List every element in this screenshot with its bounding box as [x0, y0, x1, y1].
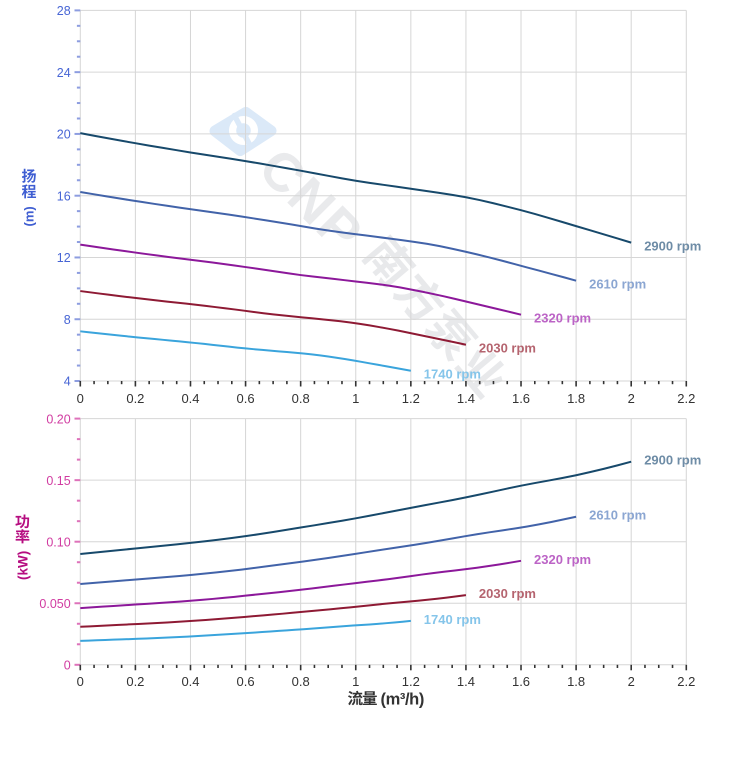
svg-text:1740 rpm: 1740 rpm	[424, 367, 481, 382]
svg-text:4: 4	[64, 375, 71, 389]
svg-text:(m³/h): (m³/h)	[381, 690, 424, 708]
svg-text:2900 rpm: 2900 rpm	[644, 453, 701, 468]
svg-text:1.4: 1.4	[457, 674, 475, 689]
svg-text:(kW): (kW)	[16, 551, 31, 580]
svg-text:0.10: 0.10	[46, 535, 70, 549]
svg-text:8: 8	[64, 313, 71, 327]
svg-text:0.6: 0.6	[237, 391, 255, 406]
svg-text:20: 20	[57, 128, 71, 142]
svg-text:0.4: 0.4	[181, 391, 199, 406]
svg-text:0.8: 0.8	[292, 674, 310, 689]
svg-text:12: 12	[57, 251, 71, 265]
svg-text:2900 rpm: 2900 rpm	[644, 239, 701, 254]
svg-text:1.2: 1.2	[402, 391, 420, 406]
svg-text:2: 2	[628, 391, 635, 406]
svg-text:1.8: 1.8	[567, 674, 585, 689]
svg-text:2610 rpm: 2610 rpm	[589, 277, 646, 292]
svg-text:2320 rpm: 2320 rpm	[534, 552, 591, 567]
svg-text:1: 1	[352, 674, 359, 689]
svg-text:0.8: 0.8	[292, 391, 310, 406]
svg-text:2320 rpm: 2320 rpm	[534, 311, 591, 326]
svg-text:2030 rpm: 2030 rpm	[479, 586, 536, 601]
svg-text:1: 1	[352, 391, 359, 406]
svg-text:2.2: 2.2	[677, 674, 695, 689]
svg-text:2610 rpm: 2610 rpm	[589, 508, 646, 523]
svg-text:0.6: 0.6	[237, 674, 255, 689]
svg-text:0: 0	[77, 391, 84, 406]
svg-text:1.2: 1.2	[402, 674, 420, 689]
svg-text:2030 rpm: 2030 rpm	[479, 341, 536, 356]
svg-text:0: 0	[77, 674, 84, 689]
svg-text:(m): (m)	[22, 206, 37, 226]
svg-text:0.050: 0.050	[39, 597, 70, 611]
svg-text:1.6: 1.6	[512, 674, 530, 689]
svg-text:2.2: 2.2	[677, 391, 695, 406]
svg-text:1740 rpm: 1740 rpm	[424, 612, 481, 627]
svg-text:0.2: 0.2	[126, 674, 144, 689]
svg-text:0.15: 0.15	[46, 474, 70, 488]
svg-text:1.4: 1.4	[457, 391, 475, 406]
svg-text:0.4: 0.4	[181, 674, 199, 689]
svg-text:2: 2	[628, 674, 635, 689]
svg-text:0.20: 0.20	[46, 412, 70, 426]
svg-text:0.2: 0.2	[126, 391, 144, 406]
svg-text:1.8: 1.8	[567, 391, 585, 406]
svg-text:24: 24	[57, 66, 71, 80]
svg-text:16: 16	[57, 189, 71, 203]
svg-text:0: 0	[64, 659, 71, 673]
svg-text:28: 28	[57, 4, 71, 18]
svg-text:1.6: 1.6	[512, 391, 530, 406]
